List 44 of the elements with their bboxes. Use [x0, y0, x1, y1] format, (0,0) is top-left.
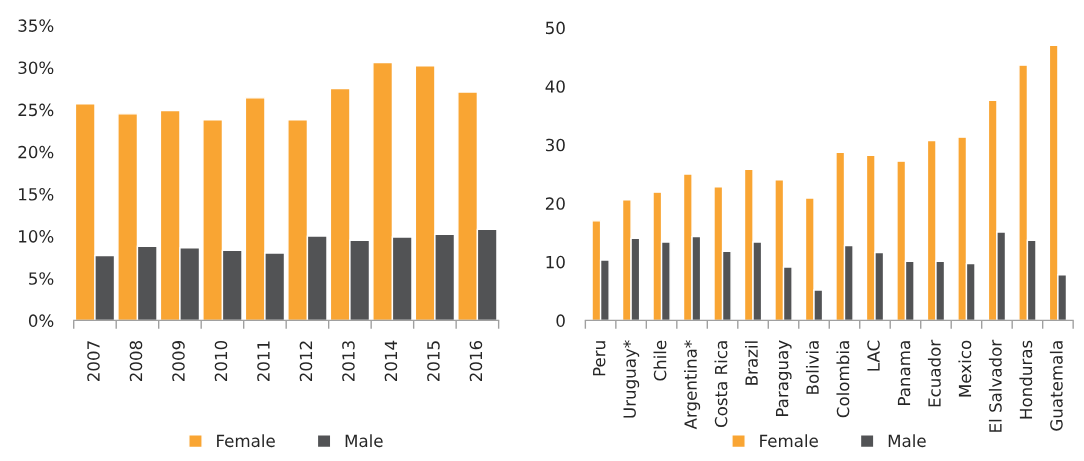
x-tick-label: Argentina*: [684, 340, 701, 430]
x-tick-label: Honduras: [1019, 340, 1033, 419]
x-tick-label: 2008: [129, 340, 143, 382]
x-tick-label: Peru: [593, 341, 606, 376]
legend-label: Male: [888, 434, 926, 448]
x-tick-label: 2016: [469, 340, 483, 382]
x-tick-label: 2015: [427, 341, 440, 382]
y-tick-label: 15%: [19, 187, 54, 201]
x-tick-label: 2011: [257, 341, 270, 382]
y-tick-label: 10: [546, 255, 565, 269]
x-tick-label: 2013: [342, 341, 355, 382]
y-tick-label: 20: [545, 197, 565, 210]
y-tick-label: 30%: [18, 61, 54, 75]
x-tick-label: 2009: [172, 341, 185, 382]
x-tick-label: 2014: [384, 340, 398, 382]
legend-label: Male: [345, 434, 383, 448]
x-tick-label: 2010: [214, 340, 228, 382]
y-tick-label: 20%: [18, 145, 54, 159]
x-tick-label: Bolivia: [805, 341, 819, 394]
y-tick-label: 10%: [19, 230, 54, 243]
x-tick-label: Paraguay: [775, 340, 792, 416]
y-tick-label: 35%: [18, 19, 54, 32]
legend-label: Female: [217, 434, 275, 448]
x-tick-label: Chile: [653, 340, 667, 381]
y-tick-label: 50: [545, 21, 565, 35]
x-tick-label: Costa Rica: [714, 341, 728, 428]
y-tick-label: 0%: [28, 314, 54, 327]
legend-label: Female: [760, 434, 818, 448]
x-tick-label: Colombia: [836, 341, 850, 418]
y-tick-label: 5%: [29, 272, 54, 285]
x-tick-label: Panama: [897, 341, 911, 405]
x-tick-label: Mexico: [958, 340, 972, 397]
y-tick-label: 25%: [18, 103, 54, 117]
x-tick-label: LAC: [867, 340, 880, 371]
y-tick-label: 0: [556, 314, 565, 327]
x-tick-label: Uruguay*: [623, 340, 640, 418]
x-tick-label: El Salvador: [988, 339, 1002, 432]
x-tick-label: 2012: [299, 341, 313, 382]
x-tick-label: 2007: [87, 341, 100, 382]
x-tick-label: Guatemala: [1049, 341, 1063, 431]
y-tick-label: 30: [545, 138, 565, 152]
x-tick-label: Brazil: [744, 341, 758, 385]
y-tick-label: 40: [545, 80, 565, 93]
x-tick-label: Ecuador: [927, 339, 941, 407]
